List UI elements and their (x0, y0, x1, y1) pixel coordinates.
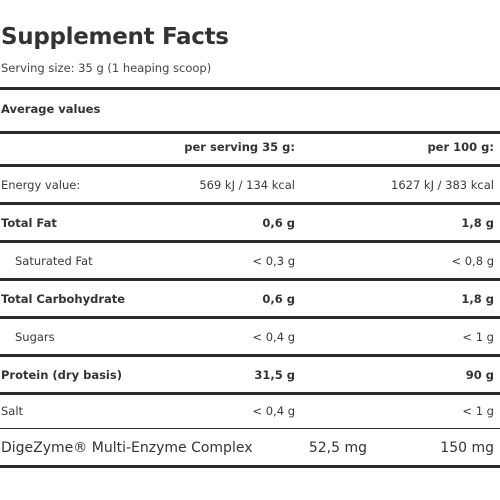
row-per-100g: 1,8 g (461, 216, 494, 230)
row-divider (0, 240, 500, 243)
row-per-100g: 90 g (465, 368, 494, 382)
row-per-serving: < 0,4 g (252, 404, 295, 418)
rule-top (0, 87, 500, 90)
table-row-digezyme: DigeZyme® Multi-Enzyme Complex 52,5 mg 1… (0, 438, 500, 458)
serving-size: Serving size: 35 g (1 heaping scoop) (1, 61, 212, 75)
row-label: Protein (dry basis) (1, 368, 122, 382)
row-per-serving: 569 kJ / 134 kcal (199, 178, 295, 192)
rule-bottom (0, 465, 500, 468)
row-divider (0, 202, 500, 205)
rule-after-header (0, 164, 500, 167)
row-per-100g: < 0,8 g (451, 254, 494, 268)
row-label: Saturated Fat (15, 254, 93, 268)
row-per-serving: < 0,4 g (252, 330, 295, 344)
column-header-row: per serving 35 g: per 100 g: (0, 137, 500, 157)
table-row-saturated-fat: Saturated Fat < 0,3 g < 0,8 g (0, 251, 500, 271)
table-row-sugars: Sugars < 0,4 g < 1 g (0, 327, 500, 347)
table-row-total-fat: Total Fat 0,6 g 1,8 g (0, 213, 500, 233)
row-per-serving: < 0,3 g (252, 254, 295, 268)
row-per-100g: 1627 kJ / 383 kcal (391, 178, 494, 192)
row-per-100g: < 1 g (462, 330, 494, 344)
row-label: Total Fat (1, 216, 57, 230)
col-header-per-serving: per serving 35 g: (184, 140, 295, 154)
average-values-label: Average values (1, 102, 101, 116)
page-title: Supplement Facts (1, 24, 229, 50)
row-divider (0, 428, 500, 429)
table-row-salt: Salt < 0,4 g < 1 g (0, 401, 500, 421)
table-row-protein: Protein (dry basis) 31,5 g 90 g (0, 365, 500, 385)
row-label: Energy value: (1, 178, 81, 192)
table-row-energy: Energy value: 569 kJ / 134 kcal 1627 kJ … (0, 175, 500, 195)
row-per-serving: 31,5 g (254, 368, 295, 382)
row-per-serving: 0,6 g (262, 216, 295, 230)
row-label: Sugars (15, 330, 55, 344)
row-per-100g: < 1 g (462, 404, 494, 418)
average-values-row: Average values (0, 99, 500, 119)
row-per-100g: 1,8 g (461, 292, 494, 306)
row-divider (0, 354, 500, 357)
row-label: Total Carbohydrate (1, 292, 126, 306)
row-per-serving: 0,6 g (262, 292, 295, 306)
table-row-total-carbohydrate: Total Carbohydrate 0,6 g 1,8 g (0, 289, 500, 309)
row-divider (0, 316, 500, 319)
rule-after-average (0, 131, 500, 134)
row-per-100g: 150 mg (440, 440, 494, 456)
row-per-serving: 52,5 mg (308, 440, 367, 456)
row-divider (0, 392, 500, 395)
row-label: Salt (1, 404, 24, 418)
row-divider (0, 278, 500, 281)
col-header-per-100g: per 100 g: (427, 140, 494, 154)
row-label: DigeZyme® Multi-Enzyme Complex (1, 440, 253, 456)
